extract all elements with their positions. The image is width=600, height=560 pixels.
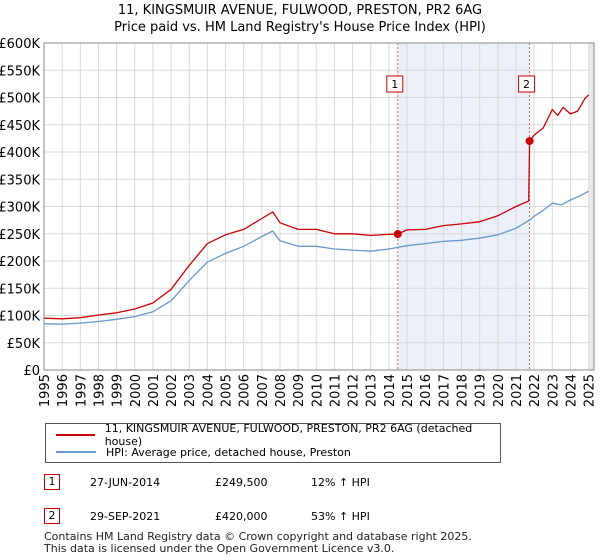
- y-tick-label: £350K: [0, 173, 40, 188]
- sale-point: [525, 137, 534, 146]
- y-tick-label: £300K: [0, 201, 40, 216]
- footer-attribution: Contains HM Land Registry data © Crown c…: [44, 531, 472, 555]
- plot-frame: [43, 42, 595, 371]
- x-tick-label: 2004: [201, 374, 216, 407]
- x-tick-label: 2024: [564, 374, 579, 407]
- series-line-hpi: [43, 190, 589, 325]
- annotation-box: [518, 75, 536, 93]
- annotation-box: [386, 75, 404, 93]
- chart-title-line1: 11, KINGSMUIR AVENUE, FULWOOD, PRESTON, …: [117, 3, 483, 18]
- x-tick-label: 2013: [365, 374, 380, 407]
- transaction-hpi: 53% ↑ HPI: [311, 509, 370, 523]
- x-tick-label: 1997: [74, 374, 89, 407]
- x-tick-label: 1996: [56, 374, 71, 407]
- footer-line1: Contains HM Land Registry data © Crown c…: [44, 530, 472, 543]
- sale-point: [393, 230, 402, 239]
- y-tick-label: £100K: [0, 310, 40, 325]
- future-region: [588, 43, 594, 370]
- x-tick-label: 2003: [183, 374, 198, 407]
- y-tick-label: £0: [23, 364, 40, 379]
- x-tick-label: 2011: [328, 374, 343, 407]
- price-chart: 1 2 £0 £50K £100K £150K £200K £250K £300K £350K £…: [0, 37, 598, 407]
- x-tick-label: 2009: [292, 374, 307, 407]
- y-tick-label: £150K: [0, 282, 40, 297]
- x-tick-label: 2023: [546, 374, 561, 407]
- chart-legend: 11, KINGSMUIR AVENUE, FULWOOD, PRESTON, …: [45, 422, 501, 463]
- y-tick-label: £600K: [0, 37, 40, 52]
- x-tick-label: 2000: [129, 374, 144, 407]
- x-tick-label: 2017: [437, 374, 452, 407]
- x-tick-label: 2005: [220, 374, 235, 407]
- transaction-marker: 1: [44, 474, 60, 490]
- x-tick-label: 2025: [583, 374, 598, 407]
- series-line-property: [43, 94, 590, 320]
- x-tick-label: 2002: [165, 374, 180, 407]
- x-tick-label: 2022: [528, 374, 543, 407]
- x-tick-label: 2016: [419, 374, 434, 407]
- x-tick-label: 2021: [510, 374, 525, 407]
- x-tick-label: 2019: [474, 374, 489, 407]
- footer-line2: This data is licensed under the Open Gov…: [44, 542, 395, 555]
- x-tick-label: 2006: [238, 374, 253, 407]
- annotation-label: 1: [391, 78, 398, 91]
- y-tick-label: £400K: [0, 146, 40, 161]
- transaction-hpi: 12% ↑ HPI: [311, 475, 370, 489]
- x-tick-label: 2018: [455, 374, 470, 407]
- y-tick-label: £50K: [7, 337, 41, 352]
- x-tick-label: 2012: [347, 374, 362, 407]
- y-tick-label: £200K: [0, 255, 40, 270]
- annotation-label: 2: [523, 78, 530, 91]
- legend-label-property: 11, KINGSMUIR AVENUE, FULWOOD, PRESTON, …: [104, 422, 473, 448]
- x-tick-label: 2020: [492, 374, 507, 407]
- y-tick-label: £500K: [0, 92, 40, 107]
- transaction-date: 29-SEP-2021: [90, 509, 161, 523]
- x-tick-label: 2001: [147, 374, 162, 407]
- legend-swatch-red: [56, 434, 95, 436]
- legend-item-hpi: HPI: Average price, detached house, Pres…: [56, 444, 351, 460]
- chart-title-line2: Price paid vs. HM Land Registry's House …: [114, 20, 486, 35]
- x-tick-label: 2008: [274, 374, 289, 407]
- transaction-marker: 2: [44, 508, 60, 524]
- x-tick-label: 1999: [111, 374, 126, 407]
- x-tick-label: 2010: [310, 374, 325, 407]
- transaction-date: 27-JUN-2014: [90, 475, 161, 489]
- transaction-price: £249,500: [215, 475, 268, 489]
- y-tick-label: £250K: [0, 228, 40, 243]
- x-tick-label: 2015: [401, 374, 416, 407]
- legend-item-property: 11, KINGSMUIR AVENUE, FULWOOD, PRESTON, …: [56, 422, 500, 448]
- x-tick-label: 1998: [92, 374, 107, 407]
- x-tick-label: 2014: [383, 374, 398, 407]
- x-tick-label: 1995: [38, 374, 53, 407]
- transaction-price: £420,000: [215, 509, 268, 523]
- legend-label-hpi: HPI: Average price, detached house, Pres…: [106, 445, 351, 459]
- y-tick-label: £450K: [0, 119, 40, 134]
- y-tick-label: £550K: [0, 64, 40, 79]
- x-tick-label: 2007: [256, 374, 271, 407]
- legend-swatch-blue: [56, 451, 96, 453]
